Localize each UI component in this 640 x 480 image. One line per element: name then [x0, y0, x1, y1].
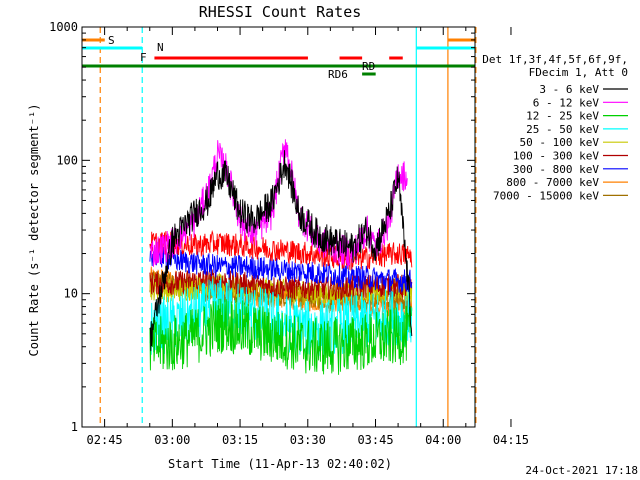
legend-entry: 3 - 6 keV: [539, 83, 599, 96]
y-tick-label: 1: [71, 420, 78, 434]
x-tick-label: 02:45: [87, 433, 123, 447]
plot-frame: [81, 26, 476, 428]
x-tick-label: 03:00: [154, 433, 190, 447]
flag-label: RD: [362, 60, 375, 73]
legend-header: Det 1f,3f,4f,5f,6f,9f,: [482, 53, 628, 66]
flag-label: RD6: [328, 68, 348, 81]
chart-title: RHESSI Count Rates: [199, 3, 362, 21]
legend-entry: 100 - 300 keV: [513, 150, 599, 163]
axes: 1 10 100 1000 02:45 03:00 03:15 03:30 03:45 04:00…: [49, 20, 529, 447]
data-series: [149, 139, 413, 375]
legend-entry: 25 - 50 keV: [526, 123, 599, 136]
legend-entry: 50 - 100 keV: [520, 136, 600, 149]
legend-entry: 6 - 12 keV: [533, 96, 600, 109]
x-tick-label: 03:45: [357, 433, 393, 447]
y-tick-label: 100: [56, 153, 78, 167]
series-line: [149, 229, 413, 271]
legend-header: FDecim 1, Att 0: [529, 66, 628, 79]
legend-entry: 300 - 800 keV: [513, 163, 599, 176]
x-tick-label: 04:15: [493, 433, 529, 447]
series-line: [149, 243, 413, 293]
y-axis-label: Count Rate (s⁻¹ detector segment⁻¹): [27, 104, 41, 357]
legend-entry: 7000 - 15000 keV: [493, 189, 599, 202]
x-axis-label: Start Time (11-Apr-13 02:40:02): [168, 457, 392, 471]
legend-entry: 800 - 7000 keV: [506, 176, 599, 189]
flag-label: F: [140, 51, 147, 64]
y-tick-label: 10: [64, 287, 78, 301]
legend: Det 1f,3f,4f,5f,6f,9f,FDecim 1, Att 0 3 -…: [482, 53, 628, 202]
x-tick-label: 03:30: [290, 433, 326, 447]
flag-bars: S NF RD RD6: [82, 34, 475, 81]
generated-timestamp: 24-Oct-2021 17:18: [525, 464, 638, 477]
x-tick-label: 04:00: [425, 433, 461, 447]
x-tick-label: 03:15: [222, 433, 258, 447]
flag-label: S: [108, 34, 115, 47]
flag-label: N: [157, 41, 164, 54]
y-tick-label: 1000: [49, 20, 78, 34]
legend-entry: 12 - 25 keV: [526, 110, 599, 123]
series-line: [149, 150, 413, 352]
series-line: [149, 297, 413, 375]
